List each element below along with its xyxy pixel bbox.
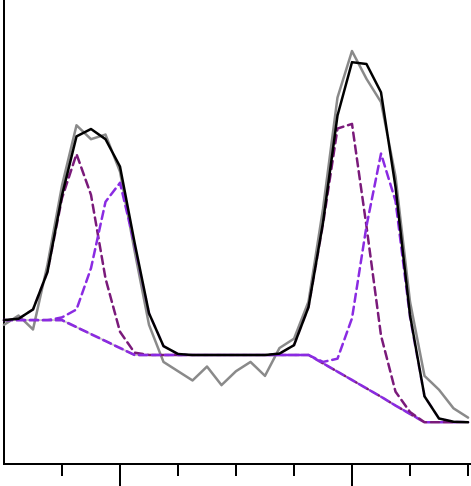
series-line (2, 122, 470, 424)
series-line (2, 60, 470, 424)
series-line (2, 49, 470, 419)
series-line (2, 152, 470, 424)
